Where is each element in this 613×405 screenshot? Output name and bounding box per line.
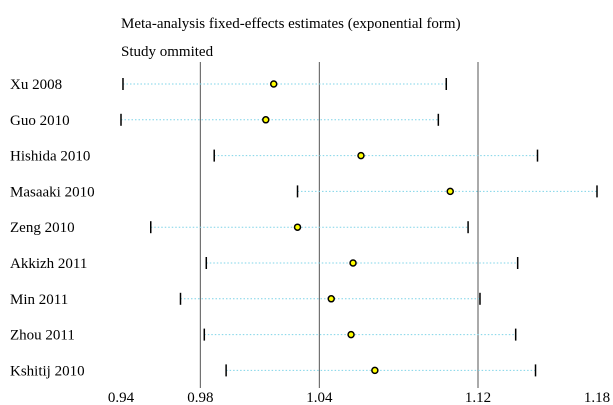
study-row: Zhou 2011 [10, 328, 517, 344]
study-row: Zeng 2010 [10, 220, 469, 236]
study-row: Masaaki 2010 [10, 184, 598, 200]
point-estimate [349, 259, 357, 267]
point-estimate [293, 223, 302, 231]
point-estimate [262, 116, 270, 124]
x-tick-label: 0.94 [108, 390, 135, 405]
x-tick-label: 0.98 [187, 390, 213, 405]
study-row: Min 2011 [10, 292, 481, 308]
study-label: Min 2011 [10, 292, 68, 308]
study-row: Akkizh 2011 [10, 256, 519, 272]
study-label: Zhou 2011 [10, 328, 75, 344]
reference-lines [199, 62, 479, 388]
study-label: Xu 2008 [10, 77, 62, 93]
point-estimate [347, 330, 355, 339]
x-tick-label: 1.18 [584, 390, 610, 405]
study-label: Zeng 2010 [10, 220, 75, 236]
chart-subtitle: Study ommited [121, 44, 214, 60]
study-row: Hishida 2010 [10, 149, 539, 165]
point-estimate [371, 366, 379, 375]
point-estimate [357, 151, 365, 160]
study-label: Masaaki 2010 [10, 184, 95, 200]
study-label: Kshitij 2010 [10, 363, 85, 379]
study-row: Xu 2008 [10, 77, 448, 93]
x-tick-label: 1.12 [465, 390, 491, 405]
x-axis-ticks: 0.94 0.98 1.04 1.12 1.18 [108, 390, 610, 405]
point-estimate [446, 187, 454, 196]
chart-title: Meta-analysis fixed-effects estimates (e… [121, 16, 461, 32]
point-estimate [269, 80, 278, 88]
study-label: Hishida 2010 [10, 149, 90, 165]
study-rows: Xu 2008 Guo 2010 Hishida 2010 Masaaki 2010 Z… [10, 77, 598, 379]
study-row: Kshitij 2010 [10, 363, 537, 379]
study-label: Guo 2010 [10, 113, 70, 129]
study-label: Akkizh 2011 [10, 256, 87, 272]
x-tick-label: 1.04 [306, 390, 333, 405]
study-row: Guo 2010 [10, 113, 440, 129]
point-estimate [327, 295, 335, 303]
